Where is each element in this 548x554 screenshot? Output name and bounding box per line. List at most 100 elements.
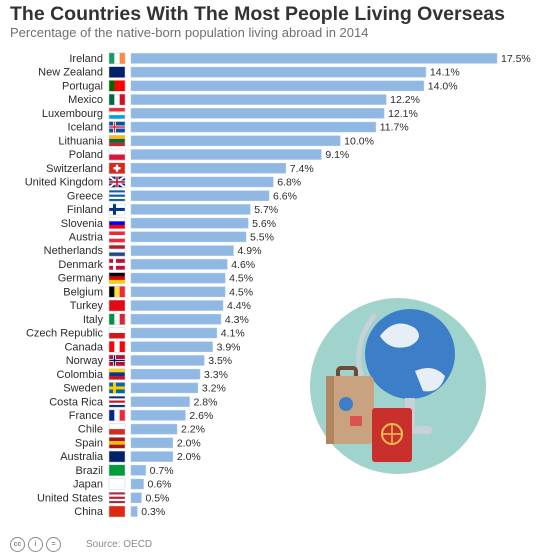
bar (130, 259, 228, 270)
bar-row-spain: Spain 2.0% (75, 437, 201, 449)
switzerland-flag-icon (108, 162, 126, 174)
bar (130, 382, 199, 394)
value-label: 9.1% (325, 149, 349, 161)
bar (130, 423, 178, 435)
germany-flag-icon (108, 272, 126, 284)
by-icon: i (28, 536, 43, 552)
category-label: Spain (75, 437, 103, 449)
italy-flag-icon (108, 313, 126, 326)
bar-row-luxembourg: Luxembourg 12.1% (42, 107, 418, 120)
bar (130, 94, 387, 105)
bar (130, 368, 201, 380)
bar (130, 190, 270, 201)
value-label: 2.2% (181, 424, 205, 436)
value-label: 7.4% (290, 163, 314, 175)
category-label: Canada (64, 341, 103, 353)
bar (130, 327, 217, 339)
sweden-flag-icon (108, 382, 126, 394)
denmark-flag-icon (108, 258, 126, 271)
value-label: 6.6% (273, 190, 297, 202)
bar (130, 286, 226, 298)
value-label: 0.3% (141, 506, 165, 518)
category-label: Colombia (57, 369, 104, 381)
bar (130, 492, 142, 504)
category-label: Slovenia (61, 218, 104, 230)
iceland-flag-icon (108, 121, 126, 133)
colombia-flag-icon (108, 368, 126, 380)
bar (130, 465, 146, 476)
bar (130, 80, 425, 92)
bar (130, 135, 341, 147)
united-states-flag-icon (108, 492, 126, 504)
bar-row-slovenia: Slovenia 5.6% (61, 217, 276, 230)
category-label: Italy (83, 314, 104, 326)
value-label: 4.4% (227, 300, 251, 312)
category-label: Poland (69, 149, 103, 161)
bar (130, 314, 222, 325)
category-label: Brazil (75, 465, 103, 477)
value-label: 3.5% (208, 355, 232, 367)
brazil-flag-icon (108, 464, 126, 477)
category-label: Costa Rica (49, 396, 104, 408)
value-label: 17.5% (501, 53, 531, 65)
bar (130, 149, 322, 160)
bar (130, 245, 234, 256)
bar-row-france: France 2.6% (69, 409, 213, 422)
category-label: Finland (67, 204, 103, 216)
category-label: Portugal (62, 80, 103, 92)
norway-flag-icon (108, 354, 126, 367)
spain-flag-icon (108, 437, 126, 449)
bar-row-switzerland: Switzerland 7.4% (46, 162, 314, 175)
bar-row-netherlands: Netherlands 4.9% (44, 244, 261, 257)
bar (130, 176, 274, 188)
category-label: Lithuania (58, 135, 104, 147)
bar-row-ireland: Ireland 17.5% (69, 52, 531, 65)
value-label: 4.5% (229, 273, 253, 285)
ireland-flag-icon (108, 52, 126, 65)
bar (130, 300, 224, 311)
bar-row-finland: Finland 5.7% (67, 203, 278, 216)
value-label: 11.7% (380, 122, 409, 134)
suitcase-icon (326, 366, 374, 444)
bar-row-lithuania: Lithuania 10.0% (58, 135, 374, 147)
bar-row-poland: Poland 9.1% (69, 148, 349, 161)
category-label: Chile (78, 424, 103, 436)
value-label: 2.0% (177, 437, 201, 449)
bar-row-brazil: Brazil 0.7% (75, 464, 174, 477)
mexico-flag-icon (108, 93, 126, 106)
value-label: 2.6% (189, 410, 213, 422)
value-label: 0.5% (145, 492, 169, 504)
bar-row-japan: Japan 0.6% (73, 478, 171, 491)
lithuania-flag-icon (108, 135, 126, 147)
category-label: Netherlands (44, 245, 104, 257)
bar-row-portugal: Portugal 14.0% (62, 80, 458, 92)
value-label: 4.1% (221, 328, 245, 340)
bar-row-germany: Germany 4.5% (58, 272, 253, 285)
value-label: 14.1% (430, 67, 460, 79)
value-label: 3.2% (202, 383, 226, 395)
bar-chart: Ireland 17.5% New Zealand 14.1% Portugal 14.0… (25, 52, 531, 518)
portugal-flag-icon (108, 80, 126, 92)
cc-icon: cc (10, 536, 25, 552)
bar-row-czech-republic: Czech Republic 4.1% (26, 327, 245, 340)
czech-republic-flag-icon (108, 327, 126, 339)
value-label: 5.6% (252, 218, 276, 230)
category-label: United Kingdom (25, 177, 103, 189)
travel-illustration (310, 298, 486, 474)
bar (130, 204, 251, 215)
bar-row-united-kingdom: United Kingdom 6.8% (25, 175, 301, 189)
bar-row-italy: Italy 4.3% (83, 313, 249, 326)
bar (130, 506, 138, 517)
bar-row-sweden: Sweden 3.2% (63, 382, 226, 395)
bar-row-greece: Greece 6.6% (67, 189, 297, 202)
australia-flag-icon (108, 450, 126, 463)
passport-icon (372, 408, 412, 462)
category-label: Czech Republic (26, 328, 104, 340)
new-zealand-flag-icon (108, 66, 126, 78)
value-label: 12.2% (390, 94, 420, 106)
category-label: Germany (58, 273, 104, 285)
value-label: 5.5% (250, 231, 274, 243)
category-label: Ireland (69, 53, 103, 65)
bar-row-canada: Canada 3.9% (64, 340, 241, 353)
value-label: 4.6% (231, 259, 255, 271)
